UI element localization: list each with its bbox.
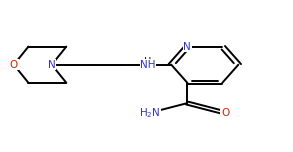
Text: O: O: [10, 60, 18, 70]
Text: NH: NH: [140, 60, 156, 70]
Text: H$_2$N: H$_2$N: [139, 106, 160, 120]
Text: N: N: [183, 42, 191, 52]
Text: N: N: [48, 60, 56, 70]
Text: H: H: [144, 57, 152, 67]
Text: O: O: [221, 108, 229, 118]
